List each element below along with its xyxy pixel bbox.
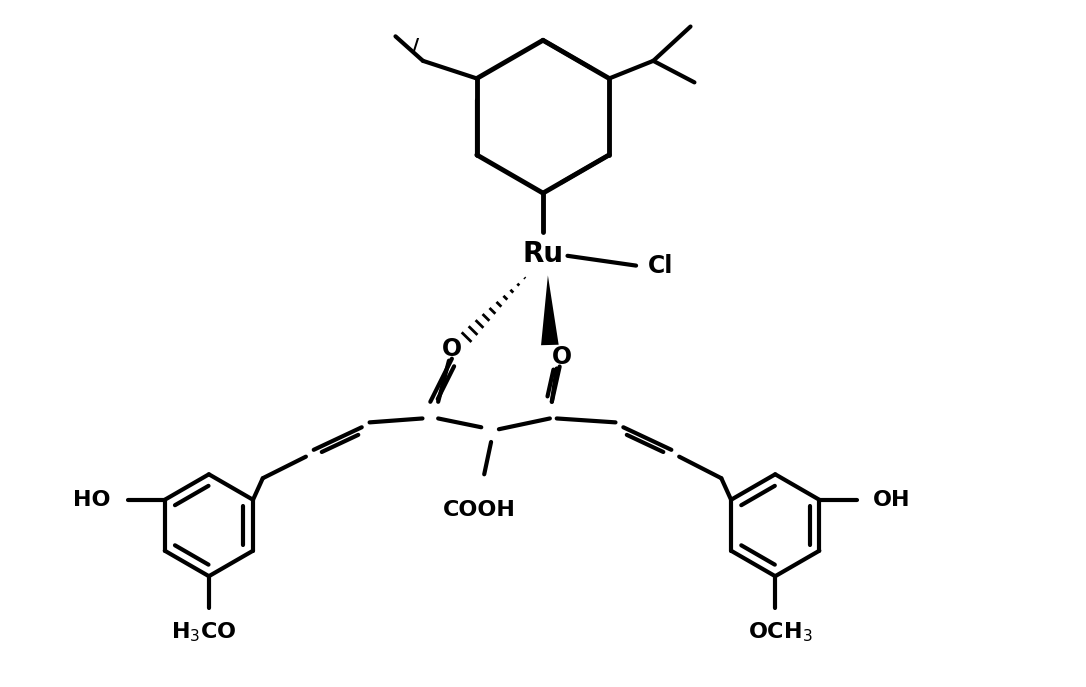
Text: OH: OH: [873, 490, 911, 510]
Text: OCH$_3$: OCH$_3$: [748, 620, 812, 644]
Text: COOH: COOH: [443, 499, 516, 520]
Polygon shape: [541, 275, 558, 346]
Text: O: O: [442, 337, 462, 361]
Text: HO: HO: [74, 490, 111, 510]
Text: Cl: Cl: [648, 254, 673, 278]
Text: Ru: Ru: [522, 240, 564, 268]
Text: /: /: [412, 37, 418, 56]
Text: H$_3$CO: H$_3$CO: [172, 620, 237, 644]
Text: O: O: [552, 345, 571, 369]
